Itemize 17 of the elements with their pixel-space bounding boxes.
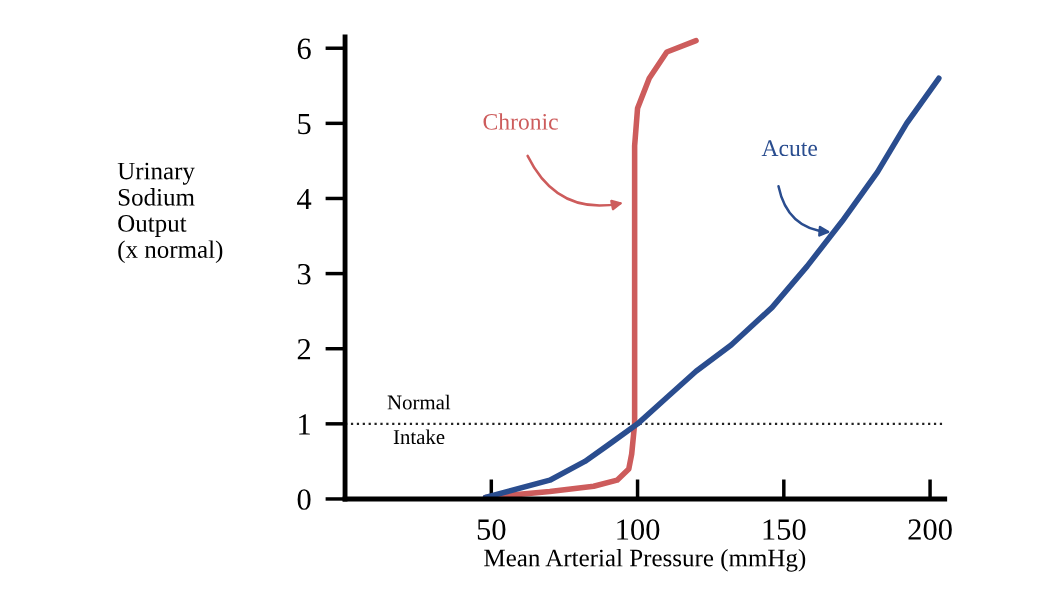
y-tick-label: 5: [298, 113, 311, 135]
text: Chronic: [483, 113, 558, 130]
x-tick-label: 100: [617, 519, 660, 540]
x-tick-label: 150: [763, 519, 806, 540]
y-tick-label: 4: [297, 188, 312, 210]
y-tick-label: 3: [297, 263, 311, 285]
y-tick-label: 6: [297, 38, 311, 60]
x-axis-title: Mean Arterial Pressure (mmHg): [484, 548, 806, 572]
annotation: Intake: [393, 429, 445, 445]
text: Acute: [761, 140, 818, 157]
x-tick-label: 50: [477, 519, 506, 540]
y-tick-label: 1: [299, 414, 310, 435]
annotation: Normal: [387, 394, 451, 410]
y-tick-label: 2: [297, 339, 311, 360]
y-axis-title: Urinary Sodium Output (x normal): [117, 162, 223, 264]
y-tick-label: 0: [297, 489, 311, 510]
x-tick-label: 200: [908, 519, 952, 540]
